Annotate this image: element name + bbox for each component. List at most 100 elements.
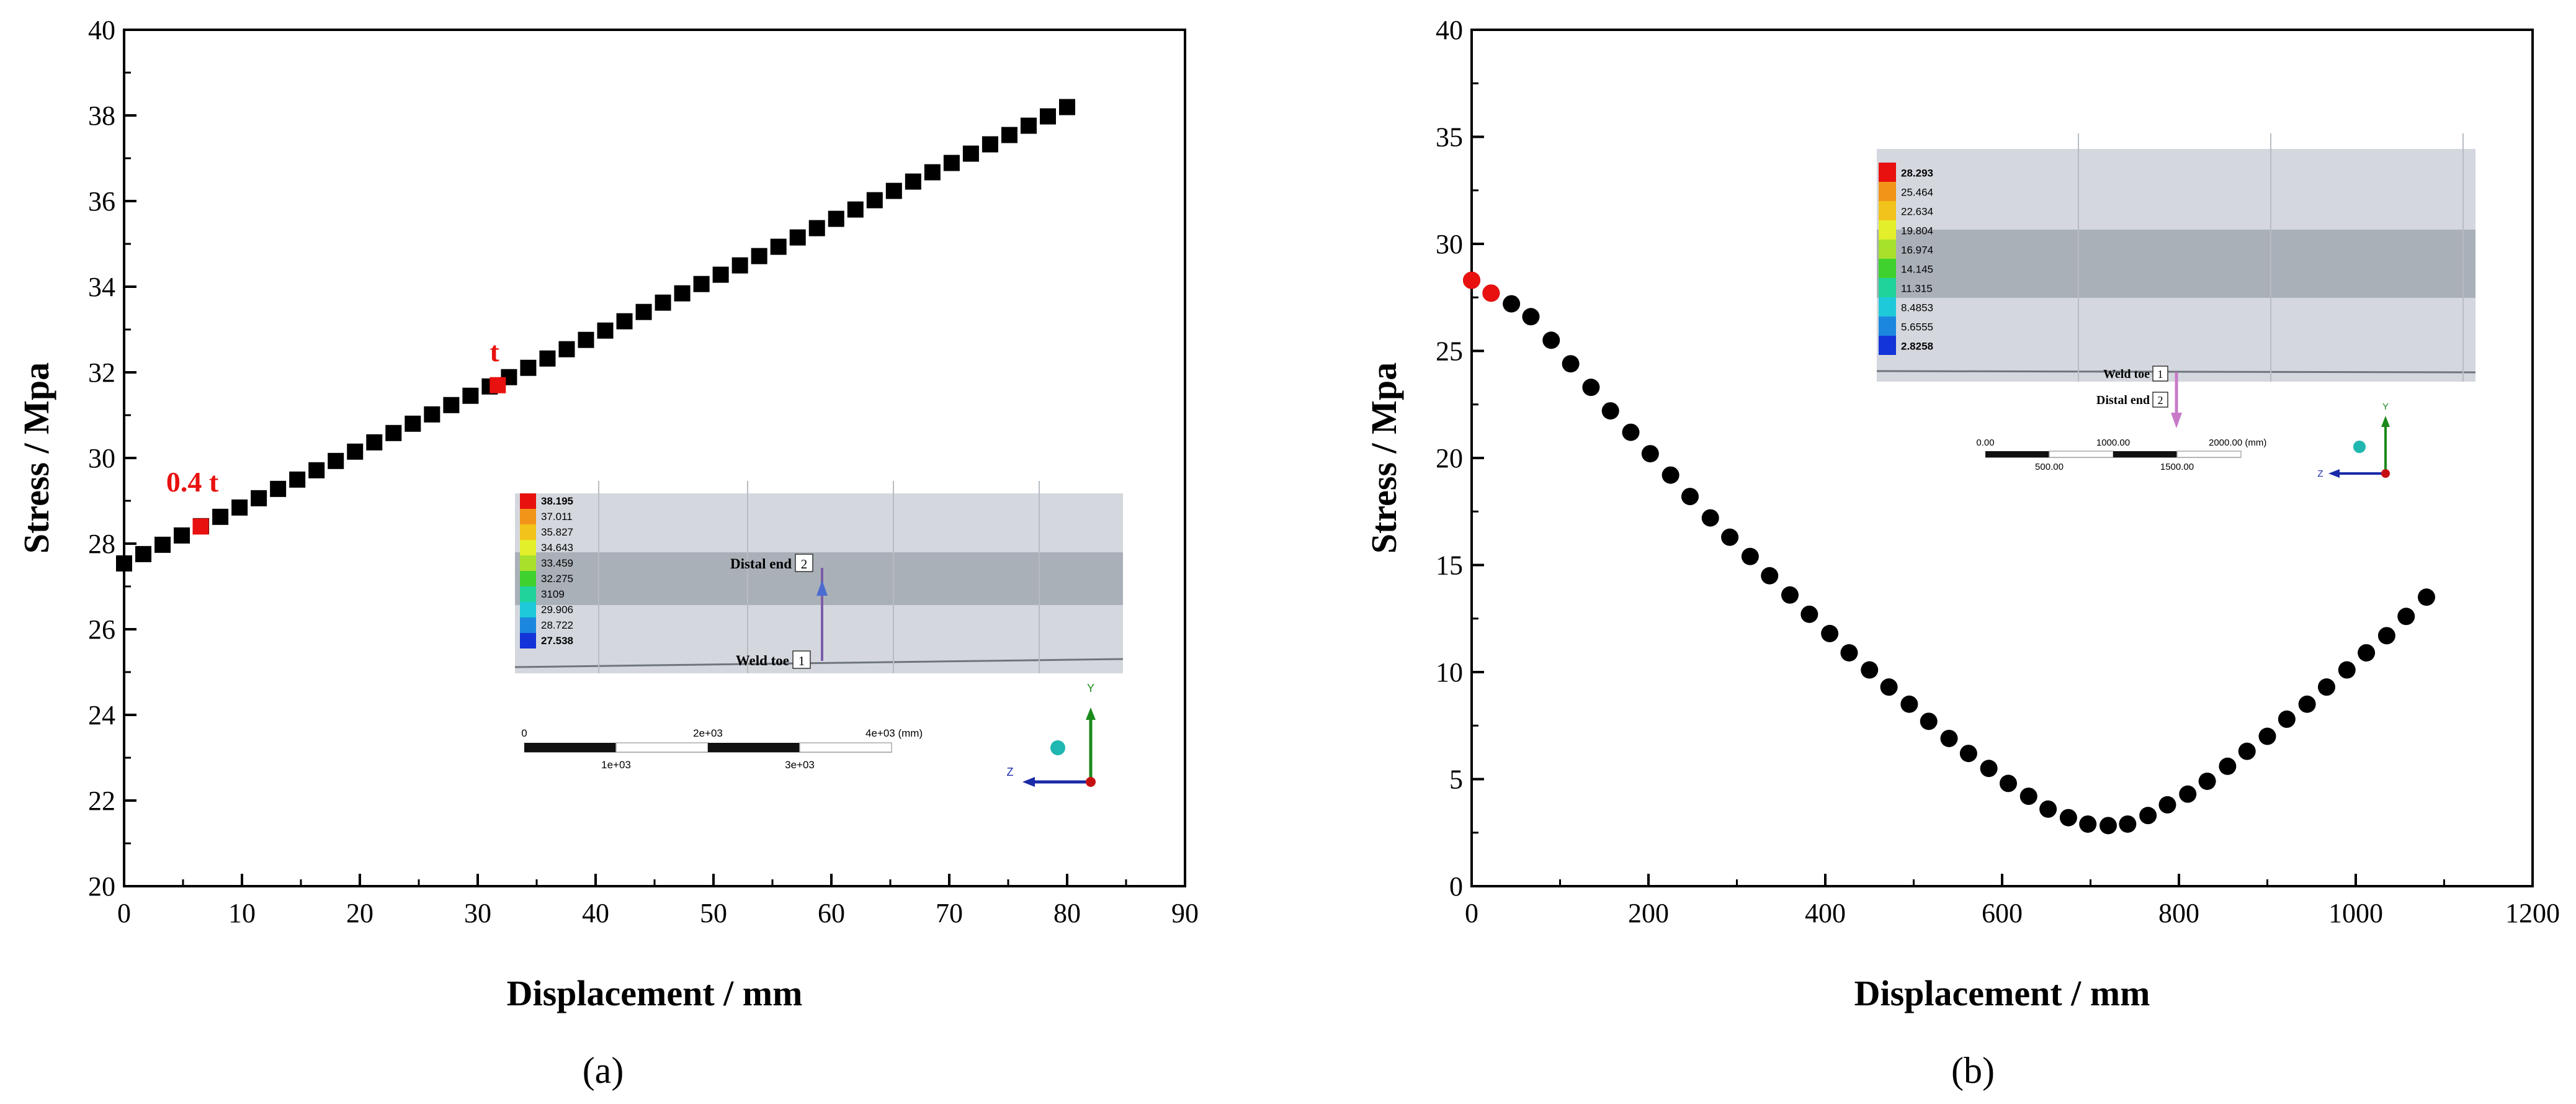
- a-legend-swatch: [520, 493, 536, 509]
- a-x-axis-title: Displacement / mm: [507, 973, 803, 1013]
- a-scale-seg: [708, 743, 800, 752]
- b-data-point: [2019, 788, 2037, 806]
- a-x-tick-label: 30: [464, 898, 491, 928]
- a-data-point: [712, 266, 729, 283]
- a-x-tick-label: 0: [117, 898, 131, 928]
- b-data-point: [2219, 757, 2237, 775]
- b-y-tick-label: 5: [1449, 765, 1463, 795]
- b-legend-swatch: [1879, 297, 1896, 316]
- a-data-point: [731, 257, 748, 274]
- a-inset-edge: [514, 658, 1124, 668]
- a-scale-label: 2e+03: [693, 727, 723, 739]
- b-triad-sphere: [2353, 441, 2366, 453]
- a-triad-y-arrow: [1086, 707, 1096, 720]
- b-legend-swatch: [1879, 201, 1896, 220]
- a-scale-label: 3e+03: [785, 759, 815, 771]
- a-data-point: [943, 155, 960, 171]
- a-legend-value: 33.459: [541, 557, 573, 569]
- b-y-tick-label: 15: [1436, 550, 1463, 581]
- b-color-legend: 28.293 25.464 22.634 19.804 16.974 14.145 11.3…: [1879, 163, 1933, 355]
- a-y-tick-label: 30: [88, 443, 115, 473]
- a-data-point: [558, 341, 575, 357]
- b-x-tick-label: 600: [1982, 898, 2023, 928]
- a-x-tick-label: 20: [346, 898, 373, 928]
- b-legend-value: 28.293: [1901, 167, 1933, 179]
- b-data-point: [2119, 815, 2137, 833]
- b-scale-label: 500.00: [2035, 462, 2064, 472]
- a-y-tick-label: 22: [88, 786, 115, 816]
- b-legend-swatch: [1879, 182, 1896, 201]
- a-panel-label: (a): [583, 1050, 624, 1091]
- a-legend-value: 3109: [541, 588, 565, 600]
- b-legend-value: 5.6555: [1901, 321, 1933, 333]
- a-y-tick-label: 32: [88, 357, 115, 388]
- b-probe-label-distal: Distal end: [2096, 393, 2150, 407]
- a-data-point: [847, 201, 864, 218]
- a-probe-label-weld-box: [792, 650, 811, 669]
- a-data-point: [982, 136, 998, 153]
- b-legend-value: 22.634: [1901, 205, 1933, 217]
- b-data-point: [2358, 644, 2376, 662]
- b-data-point: [1840, 644, 1858, 662]
- b-data-point: [2179, 785, 2197, 803]
- b-data-point: [2317, 678, 2335, 696]
- a-highlight-point: [490, 377, 506, 393]
- a-legend-swatch: [520, 617, 536, 633]
- b-legend-swatch: [1879, 336, 1896, 355]
- a-points: [116, 99, 1075, 572]
- a-data-point: [443, 397, 460, 413]
- a-x-tick-label: 80: [1053, 898, 1081, 928]
- b-data-point: [2100, 817, 2117, 835]
- b-data-point: [2039, 800, 2057, 818]
- b-data-point: [1959, 745, 1977, 763]
- b-legend-swatch: [1879, 163, 1896, 182]
- a-x-tick-label: 60: [818, 898, 845, 928]
- b-data-point: [1999, 774, 2017, 792]
- a-data-point: [962, 145, 979, 162]
- b-data-point: [1880, 678, 1898, 696]
- b-y-tick-label: 10: [1436, 657, 1463, 688]
- b-points: [1463, 271, 2435, 835]
- b-legend-value: 11.315: [1901, 282, 1933, 294]
- a-color-legend: 38.195 37.011 35.827 34.643 33.459 32.275 3109…: [520, 493, 573, 648]
- a-legend-swatch: [520, 602, 536, 617]
- a-data-point: [597, 322, 614, 339]
- a-data-point: [347, 443, 364, 460]
- b-data-point: [1681, 488, 1699, 506]
- b-ticks: 0 200 400 600 800 1000 1200 0 5 10 15 20 25 30 35 40: [1436, 15, 2560, 928]
- a-legend-swatch: [520, 540, 536, 555]
- b-legend-swatch: [1879, 278, 1896, 297]
- a-data-point: [289, 471, 306, 488]
- a-data-point: [270, 480, 287, 497]
- a-legend-value: 34.643: [541, 542, 573, 554]
- b-probe-label-weld: Weld toe: [2103, 367, 2150, 381]
- b-x-tick-label: 200: [1628, 898, 1669, 928]
- a-data-point: [308, 462, 325, 478]
- b-data-point: [2377, 627, 2395, 645]
- a-scale-seg: [799, 742, 892, 753]
- b-data-point: [1980, 760, 1998, 778]
- a-data-point: [366, 434, 383, 451]
- a-data-point: [116, 555, 132, 572]
- b-y-tick-label: 0: [1449, 871, 1463, 902]
- a-legend-value: 28.722: [541, 619, 573, 631]
- b-data-point: [1900, 695, 1918, 713]
- b-probe-label-weld-box: [2152, 366, 2168, 382]
- a-data-point: [770, 238, 787, 255]
- b-scale-label: 2000.00 (mm): [2209, 438, 2266, 448]
- a-probe-label-distal-box: [795, 554, 813, 572]
- a-x-tick-label: 90: [1171, 898, 1199, 928]
- b-data-point: [2258, 727, 2276, 745]
- a-legend-value: 38.195: [541, 495, 573, 507]
- b-panel-label: (b): [1951, 1050, 1995, 1091]
- b-data-point: [1661, 466, 1679, 484]
- a-x-tick-label: 70: [936, 898, 963, 928]
- a-probe-label-distal-num: 2: [801, 557, 808, 572]
- b-legend-value: 14.145: [1901, 263, 1933, 275]
- b-x-tick-label: 800: [2158, 898, 2199, 928]
- panel-a: 0 10 20 30 40 50 60 70 80 90202224262830323436384…: [16, 15, 1199, 1091]
- b-y-axis-title: Stress / Mpa: [1364, 362, 1404, 554]
- b-data-point: [2278, 710, 2296, 728]
- a-probe-arrow: [816, 580, 828, 596]
- b-data-point: [2418, 588, 2435, 606]
